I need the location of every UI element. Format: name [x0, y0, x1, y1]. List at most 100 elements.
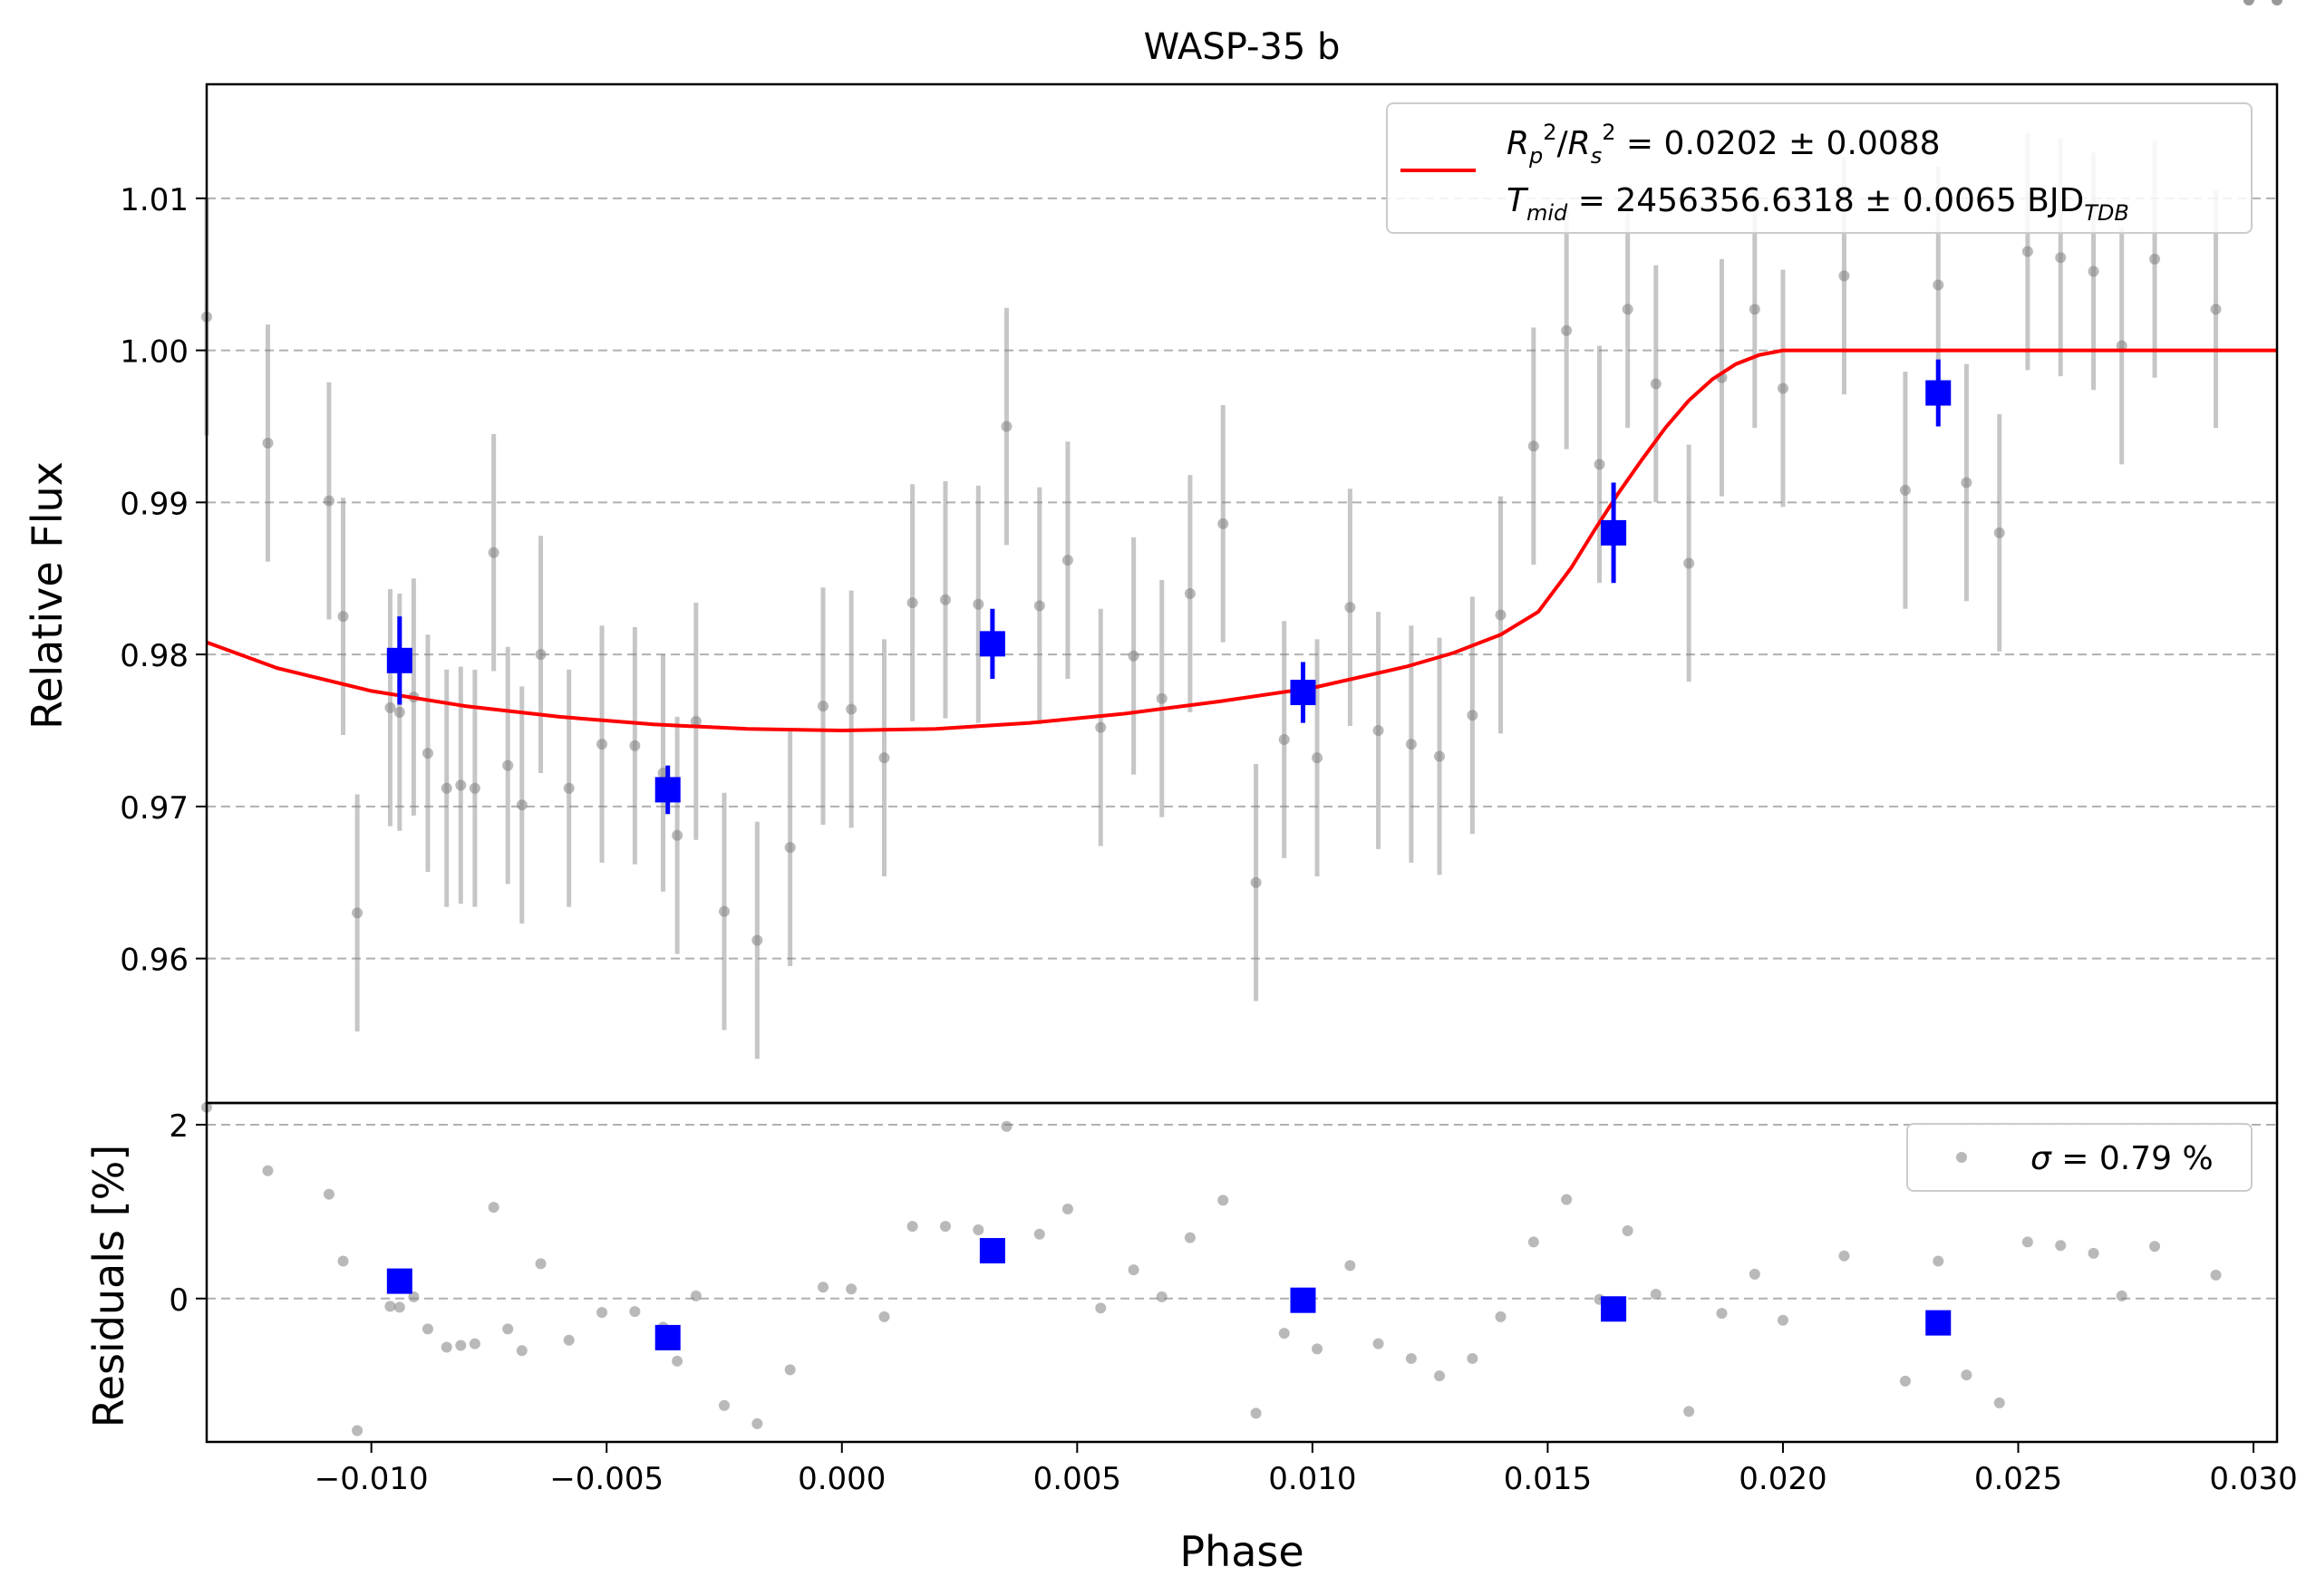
- residual-point: [690, 1290, 702, 1301]
- raw-point: [1622, 304, 1633, 315]
- raw-point: [1495, 609, 1507, 621]
- residual-point: [1434, 1370, 1446, 1382]
- raw-point: [1527, 440, 1539, 452]
- residual-point: [1899, 1375, 1911, 1387]
- top-y-tick-label: 0.99: [120, 486, 189, 522]
- residual-point: [455, 1340, 467, 1351]
- raw-point: [1061, 555, 1073, 566]
- residual-point: [1001, 1120, 1013, 1132]
- residual-point: [939, 1221, 951, 1233]
- raw-point: [488, 547, 499, 558]
- residual-point: [2088, 1247, 2099, 1259]
- bottom-y-ticks: 02: [169, 1108, 207, 1319]
- raw-point: [2088, 266, 2099, 277]
- residual-point: [422, 1323, 433, 1335]
- raw-point: [1650, 378, 1662, 390]
- binned-point: [1601, 519, 1627, 546]
- raw-point: [1278, 734, 1290, 746]
- residuals-legend-label: σ = 0.79 %: [2030, 1140, 2214, 1177]
- binned-residual-point: [1290, 1287, 1316, 1313]
- x-tick-label: 0.015: [1504, 1461, 1592, 1497]
- bottom-binned-points: [386, 1238, 1952, 1350]
- residual-point: [1650, 1288, 1662, 1300]
- bottom-grid: [207, 1123, 2277, 1300]
- transit-legend: Rp2/Rs2 = 0.0202 ± 0.0088 Tmid = 2456356…: [1386, 102, 2253, 234]
- residual-point: [1372, 1338, 1384, 1349]
- raw-point: [1033, 600, 1045, 612]
- residual-point: [1777, 1314, 1788, 1326]
- binned-point: [1290, 680, 1316, 706]
- raw-point: [422, 748, 433, 759]
- residual-point: [596, 1307, 608, 1319]
- raw-point: [352, 907, 363, 919]
- residual-point: [2149, 1241, 2161, 1253]
- legend-rp-rs-value: = 0.0202 ± 0.0088: [1615, 125, 1940, 162]
- residual-point: [1622, 1224, 1633, 1236]
- x-tick-label: 0.025: [1974, 1461, 2062, 1497]
- residual-point: [1749, 1268, 1760, 1280]
- raw-point: [323, 495, 334, 507]
- raw-point: [1434, 750, 1446, 762]
- raw-point: [469, 782, 480, 794]
- residual-point: [488, 1202, 499, 1214]
- raw-point: [1184, 588, 1196, 599]
- raw-point: [2149, 253, 2161, 265]
- transit-legend-box: [1386, 102, 2253, 234]
- residual-point: [2243, 0, 2254, 5]
- residual-point: [846, 1283, 858, 1295]
- x-tick-label: 0.030: [2209, 1461, 2297, 1497]
- raw-point: [1217, 517, 1229, 529]
- raw-point: [1467, 710, 1478, 721]
- y-axis-label-residuals: Residuals [%]: [84, 1145, 133, 1427]
- residual-point: [1683, 1406, 1695, 1417]
- raw-point: [563, 782, 575, 794]
- x-tick-label: −0.010: [315, 1461, 429, 1497]
- residual-point: [2021, 1236, 2033, 1248]
- top-y-tick-label: 1.00: [120, 334, 189, 371]
- residual-point: [878, 1311, 890, 1322]
- binned-point: [654, 777, 681, 803]
- raw-point: [1405, 739, 1417, 750]
- residuals-legend: σ = 0.79 %: [1906, 1123, 2253, 1192]
- residual-point: [2272, 0, 2282, 5]
- top-binned-points: [386, 359, 1952, 815]
- residual-point: [408, 1291, 420, 1302]
- top-y-ticks: 0.96 0.97 0.98 0.99 1.00 1.01: [120, 182, 207, 979]
- residual-point: [337, 1255, 349, 1267]
- raw-point: [1961, 477, 1972, 488]
- raw-point: [629, 740, 641, 751]
- residual-point: [719, 1399, 730, 1411]
- binned-residual-point: [1601, 1296, 1627, 1322]
- residual-point: [1961, 1369, 1972, 1381]
- residual-point: [1128, 1264, 1139, 1276]
- legend-tmid-sub: TDB: [2084, 200, 2129, 226]
- residual-point: [2116, 1290, 2127, 1301]
- residual-point: [1033, 1228, 1045, 1240]
- residual-point: [393, 1301, 405, 1313]
- residual-point: [441, 1341, 452, 1353]
- chart-title: WASP-35 b: [1144, 26, 1341, 68]
- raw-point: [939, 594, 951, 605]
- x-tick-label: −0.005: [549, 1461, 664, 1497]
- raw-point: [1683, 557, 1695, 569]
- raw-point: [751, 934, 763, 946]
- bottom-panel-frame: [205, 1101, 2279, 1444]
- residual-point: [352, 1425, 363, 1436]
- raw-point: [1001, 421, 1013, 432]
- residual-point: [1716, 1308, 1728, 1320]
- residual-point: [384, 1301, 396, 1312]
- x-tick-label: 0.010: [1268, 1461, 1356, 1497]
- binned-point: [979, 631, 1005, 657]
- residuals-legend-value: = 0.79 %: [2051, 1140, 2214, 1177]
- raw-point: [393, 706, 405, 718]
- raw-point: [1095, 721, 1107, 733]
- residuals-panel: 02 −0.010 −0.005 0.000 0.005 0.010 0.015 0.020…: [169, 0, 2298, 1497]
- raw-point: [1250, 876, 1262, 888]
- raw-point: [690, 715, 702, 727]
- legend-rp-rs-label: Rp2/Rs2 = 0.0202 ± 0.0088: [1507, 120, 1941, 169]
- raw-point: [846, 703, 858, 715]
- binned-residual-point: [1925, 1310, 1952, 1336]
- residual-point: [1312, 1343, 1323, 1355]
- residual-point: [1993, 1397, 2005, 1408]
